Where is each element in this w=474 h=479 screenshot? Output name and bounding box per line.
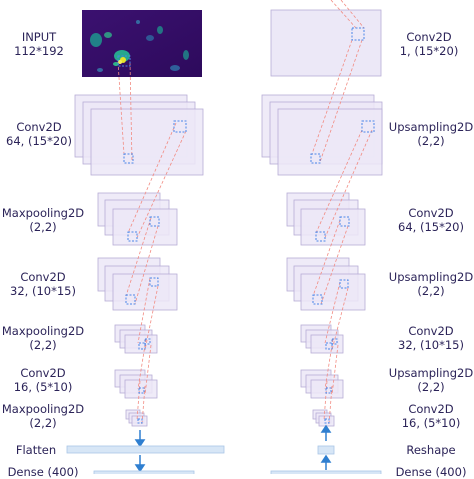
encoder-conv-32-stack: [97, 257, 178, 311]
decoder-upsampling-2-stack: [286, 257, 366, 311]
label-encoder-dense: Dense (400): [7, 465, 79, 479]
label-encoder-conv-32: Conv2D 32, (10*15): [10, 270, 76, 298]
decoder-conv-64-stack: [286, 192, 366, 246]
decoder-output-layer: [270, 9, 382, 77]
label-decoder-conv-32: Conv2D 32, (10*15): [398, 324, 464, 352]
label-encoder-maxpool-2: Maxpooling2D (2,2): [1, 324, 85, 352]
decoder-upsampling-1-stack: [261, 94, 383, 176]
label-encoder-conv-16: Conv2D 16, (5*10): [13, 366, 73, 394]
label-decoder-conv-1: Conv2D 1, (15*20): [399, 30, 459, 58]
encoder-maxpool-3-stack: [125, 409, 148, 427]
label-encoder-maxpool-1: Maxpooling2D (2,2): [1, 206, 85, 234]
decoder-upsampling-3-stack: [300, 369, 344, 399]
label-decoder-conv-64: Conv2D 64, (15*20): [398, 206, 464, 234]
label-encoder-maxpool-3: Maxpooling2D (2,2): [1, 402, 85, 430]
encoder-receptive-fields: [117, 55, 187, 424]
label-reshape: Reshape: [406, 443, 456, 457]
reshape-box: [317, 445, 335, 455]
encoder-arrow-1: [134, 430, 146, 448]
label-decoder-upsampling-1: Upsampling2D (2,2): [388, 120, 474, 148]
label-decoder-conv-16: Conv2D 16, (5*10): [401, 402, 461, 430]
decoder-arrow-2: [320, 454, 332, 470]
encoder-maxpool-2-stack: [114, 324, 158, 354]
encoder-conv-16-stack: [114, 369, 158, 399]
decoder-conv-16-stack: [312, 409, 335, 427]
flatten-bar: [66, 445, 225, 454]
label-flatten: Flatten: [15, 443, 57, 457]
label-decoder-upsampling-3: Upsampling2D (2,2): [388, 366, 474, 394]
label-input: INPUT 112*192: [14, 30, 64, 58]
input-image: [82, 10, 202, 77]
encoder-dense-bar: [93, 470, 195, 474]
label-decoder-upsampling-2: Upsampling2D (2,2): [388, 270, 474, 298]
encoder-projection-lines: [117, 61, 187, 425]
label-encoder-conv-64: Conv2D 64, (15*20): [6, 120, 72, 148]
decoder-arrow-1: [320, 424, 332, 441]
decoder-receptive-fields: [310, 27, 375, 424]
decoder-conv-32-stack: [300, 324, 344, 354]
decoder-dense-bar: [270, 470, 382, 474]
encoder-conv-64-stack: [74, 94, 204, 176]
encoder-arrow-2: [134, 455, 146, 473]
label-decoder-dense: Dense (400): [395, 465, 467, 479]
decoder-projection-lines: [311, 0, 373, 425]
